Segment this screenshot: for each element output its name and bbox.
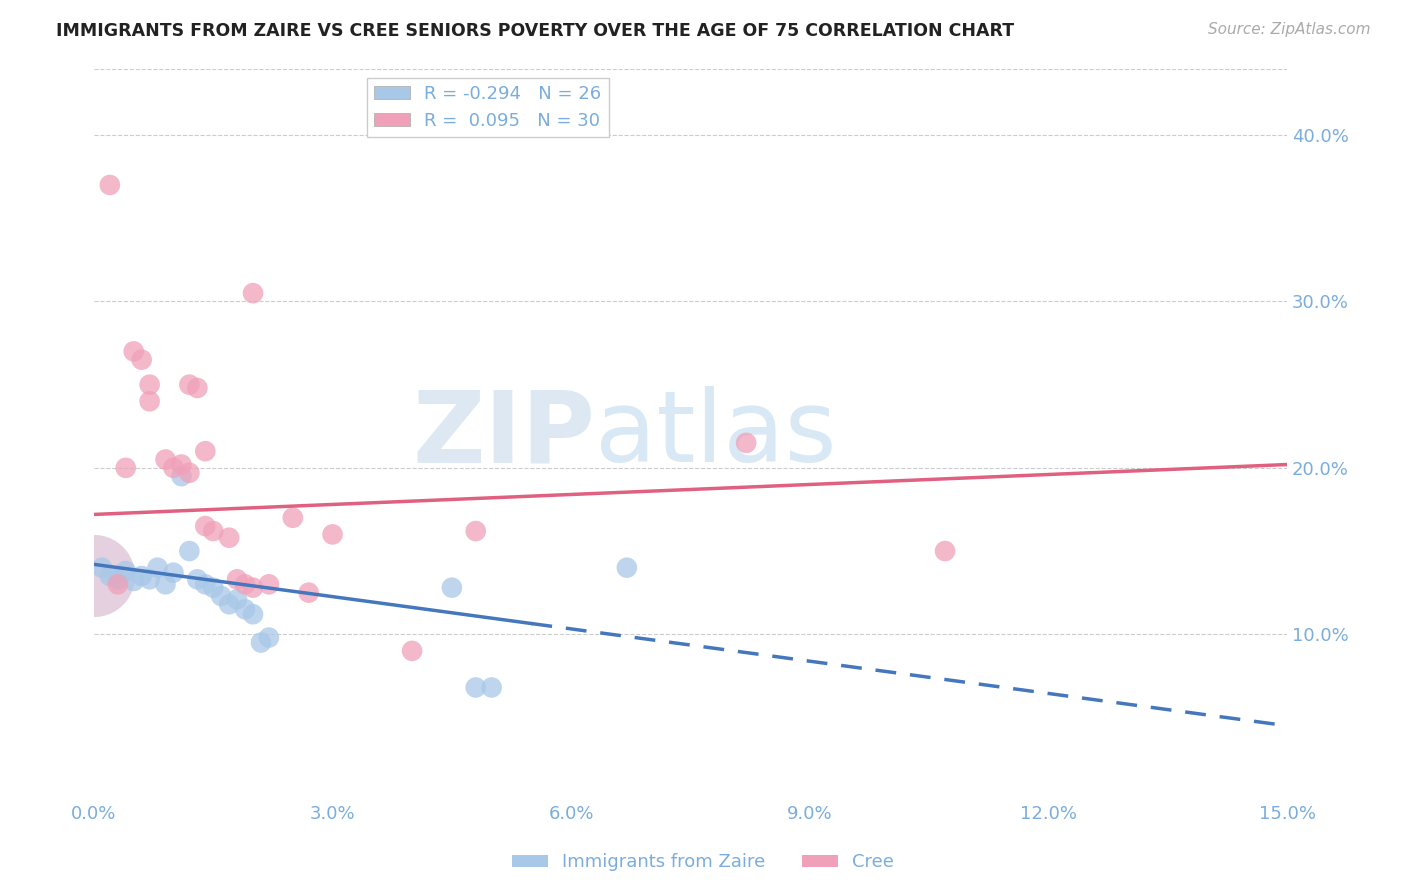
Point xyxy=(146,560,169,574)
Point xyxy=(170,469,193,483)
Text: ZIP: ZIP xyxy=(412,386,595,483)
Point xyxy=(233,602,256,616)
Point xyxy=(179,377,201,392)
Point xyxy=(107,572,129,586)
Point xyxy=(934,544,956,558)
Legend: R = -0.294   N = 26, R =  0.095   N = 30: R = -0.294 N = 26, R = 0.095 N = 30 xyxy=(367,78,609,137)
Point xyxy=(209,589,232,603)
Point xyxy=(122,344,145,359)
Point xyxy=(322,527,344,541)
Point xyxy=(138,572,160,586)
Point xyxy=(481,681,503,695)
Point xyxy=(616,560,638,574)
Point xyxy=(98,569,121,583)
Point xyxy=(257,577,280,591)
Point xyxy=(186,572,208,586)
Point xyxy=(162,566,184,580)
Point xyxy=(122,574,145,588)
Point xyxy=(194,444,217,458)
Point xyxy=(131,569,153,583)
Point xyxy=(170,458,193,472)
Point xyxy=(250,635,273,649)
Point xyxy=(464,681,486,695)
Point xyxy=(401,644,423,658)
Point xyxy=(218,597,240,611)
Point xyxy=(90,560,112,574)
Point xyxy=(114,460,136,475)
Point xyxy=(186,381,208,395)
Point xyxy=(281,510,304,524)
Text: IMMIGRANTS FROM ZAIRE VS CREE SENIORS POVERTY OVER THE AGE OF 75 CORRELATION CHA: IMMIGRANTS FROM ZAIRE VS CREE SENIORS PO… xyxy=(56,22,1014,40)
Point xyxy=(464,524,486,538)
Point xyxy=(233,577,256,591)
Point xyxy=(83,569,105,583)
Point xyxy=(226,572,249,586)
Point xyxy=(440,581,463,595)
Point xyxy=(179,544,201,558)
Point xyxy=(257,631,280,645)
Point xyxy=(202,524,225,538)
Point xyxy=(83,569,105,583)
Point xyxy=(138,394,160,409)
Point xyxy=(298,585,321,599)
Point xyxy=(194,519,217,533)
Point xyxy=(155,577,177,591)
Point xyxy=(218,531,240,545)
Point xyxy=(242,607,264,622)
Point xyxy=(242,286,264,301)
Point xyxy=(138,377,160,392)
Point xyxy=(98,178,121,192)
Point xyxy=(202,581,225,595)
Point xyxy=(226,592,249,607)
Point xyxy=(107,577,129,591)
Point xyxy=(242,581,264,595)
Point xyxy=(179,466,201,480)
Text: Source: ZipAtlas.com: Source: ZipAtlas.com xyxy=(1208,22,1371,37)
Point xyxy=(194,577,217,591)
Point xyxy=(114,564,136,578)
Point xyxy=(131,352,153,367)
Point xyxy=(155,452,177,467)
Text: atlas: atlas xyxy=(595,386,837,483)
Point xyxy=(162,460,184,475)
Legend: Immigrants from Zaire, Cree: Immigrants from Zaire, Cree xyxy=(505,847,901,879)
Point xyxy=(735,436,758,450)
